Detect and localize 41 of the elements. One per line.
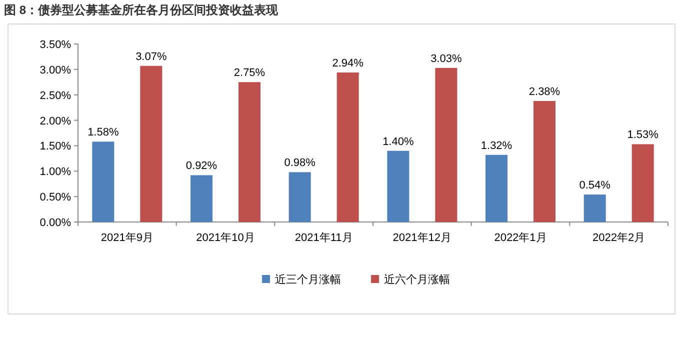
x-tick-label: 2021年12月 xyxy=(392,232,452,244)
y-tick-label: 0.50% xyxy=(40,192,72,204)
data-label: 1.40% xyxy=(382,136,414,148)
data-label: 2.94% xyxy=(332,57,364,70)
legend-label: 近三个月涨幅 xyxy=(275,273,341,286)
bar xyxy=(584,194,606,222)
data-label: 1.32% xyxy=(480,140,512,152)
chart-title: 图 8：债券型公募基金所在各月份区间投资收益表现 xyxy=(4,3,280,17)
y-tick-label: 1.00% xyxy=(40,166,72,178)
data-label: 0.98% xyxy=(284,157,316,170)
bar xyxy=(92,142,114,222)
y-tick-label: 1.50% xyxy=(40,140,72,153)
data-label: 1.53% xyxy=(627,129,659,142)
bar xyxy=(140,66,162,222)
data-label: 1.58% xyxy=(88,126,119,139)
bar xyxy=(238,82,260,222)
x-tick-label: 2021年11月 xyxy=(294,232,353,244)
data-label: 3.07% xyxy=(136,50,167,63)
bar xyxy=(534,100,556,222)
y-tick-label: 0.00% xyxy=(40,217,72,229)
data-label: 0.54% xyxy=(579,180,611,192)
x-tick-label: 2021年10月 xyxy=(196,232,255,244)
y-tick-label: 3.50% xyxy=(40,39,72,51)
x-tick-label: 2022年2月 xyxy=(592,232,646,244)
bar xyxy=(387,150,410,222)
bar xyxy=(486,154,508,222)
data-label: 3.03% xyxy=(430,52,462,65)
data-label: 2.75% xyxy=(234,67,266,80)
y-tick-label: 2.50% xyxy=(40,90,72,102)
bar xyxy=(288,172,311,222)
bar xyxy=(435,68,458,222)
y-tick-label: 3.00% xyxy=(40,64,72,76)
bar xyxy=(632,144,654,222)
data-label: 0.92% xyxy=(186,160,218,172)
bar xyxy=(190,175,212,222)
x-tick-label: 2021年9月 xyxy=(100,232,154,244)
legend-label: 近六个月涨幅 xyxy=(384,273,450,286)
bar xyxy=(336,72,359,222)
y-tick-label: 2.00% xyxy=(40,115,72,128)
x-tick-label: 2022年1月 xyxy=(494,232,547,244)
data-label: 2.38% xyxy=(528,86,560,98)
